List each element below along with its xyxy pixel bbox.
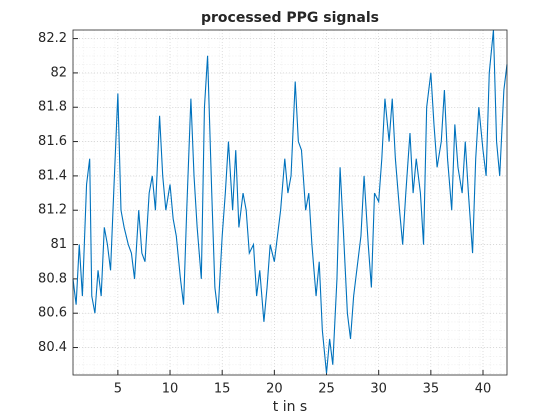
- y-tick-label: 82.2: [38, 31, 67, 46]
- y-tick-label: 80.6: [38, 306, 67, 321]
- x-tick-label: 15: [214, 382, 231, 397]
- signal-line: [72, 29, 508, 374]
- x-tick-label: 20: [266, 382, 283, 397]
- x-axis-label: t in s: [273, 399, 307, 415]
- y-tick-label: 81.2: [38, 203, 67, 218]
- y-tick-label: 80.4: [38, 340, 67, 355]
- y-tick-label: 82: [50, 65, 67, 80]
- y-tick-label: 81.8: [38, 100, 67, 115]
- axes-box: [72, 29, 508, 376]
- x-tick-label: 35: [423, 382, 440, 397]
- y-tick-label: 81: [50, 237, 67, 252]
- minor-grid: [73, 30, 507, 375]
- y-tick-label: 81.4: [38, 168, 67, 183]
- x-tick-label: 25: [318, 382, 335, 397]
- chart-title: processed PPG signals: [201, 10, 379, 26]
- x-tick-label: 40: [475, 382, 492, 397]
- y-tick-label: 80.8: [38, 271, 67, 286]
- x-tick-label: 5: [114, 382, 122, 397]
- x-tick-label: 30: [370, 382, 387, 397]
- x-tick-label: 10: [162, 382, 179, 397]
- y-tick-label: 81.6: [38, 134, 67, 149]
